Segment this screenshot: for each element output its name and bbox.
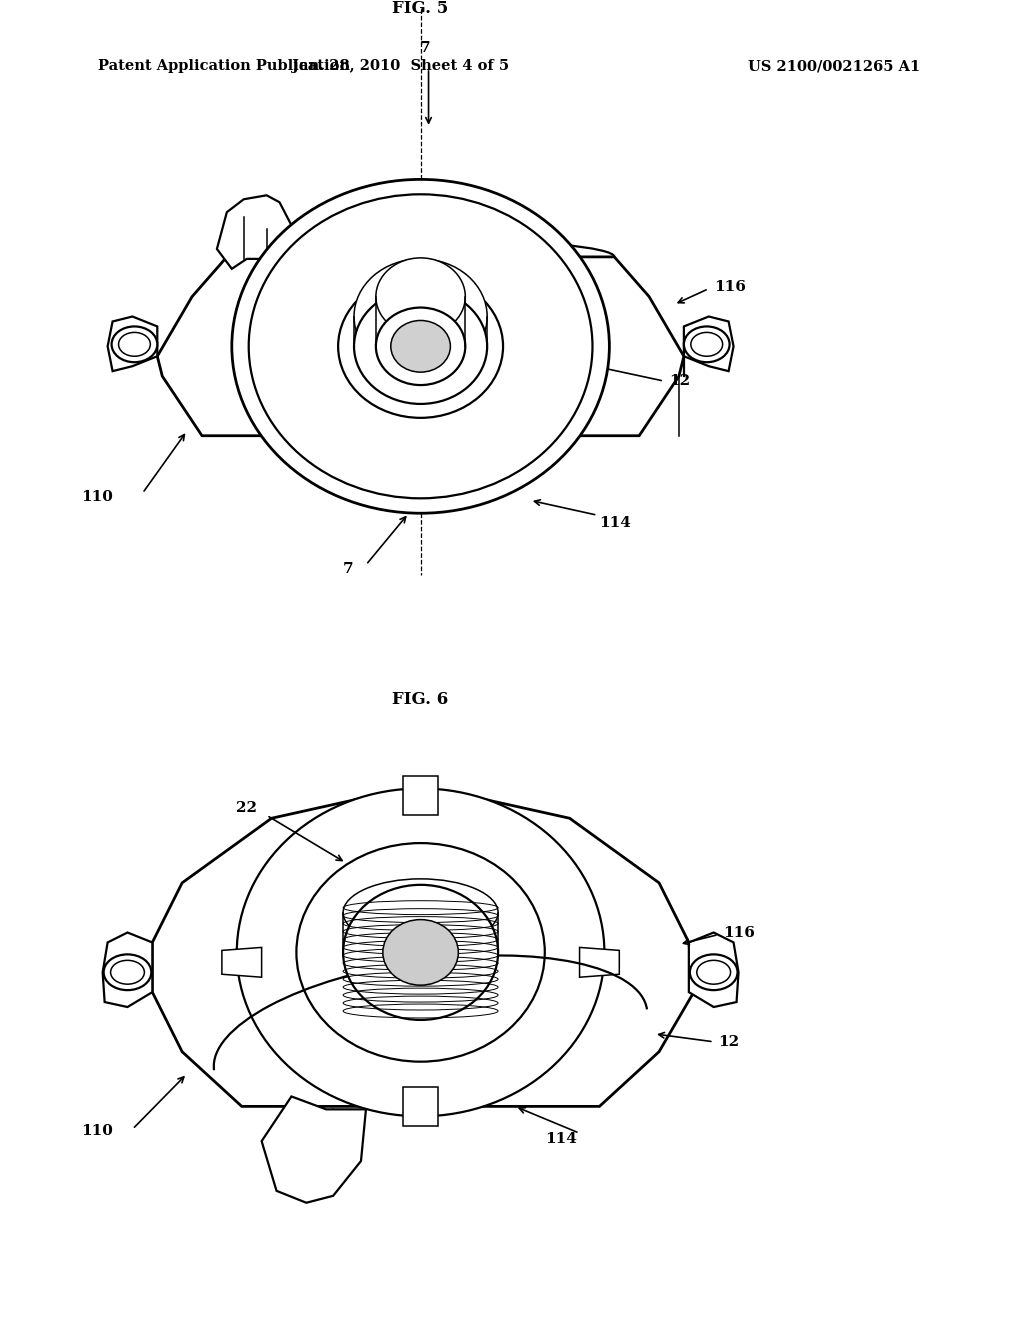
Text: 114: 114 <box>545 1133 577 1146</box>
Text: 114: 114 <box>599 516 632 531</box>
Ellipse shape <box>103 954 152 990</box>
Polygon shape <box>222 948 261 977</box>
Text: US 2100/0021265 A1: US 2100/0021265 A1 <box>749 59 921 73</box>
Text: 110: 110 <box>81 1125 113 1138</box>
Polygon shape <box>217 195 294 272</box>
Ellipse shape <box>343 884 498 1020</box>
Text: 22: 22 <box>236 801 257 816</box>
Text: 12: 12 <box>719 1035 739 1049</box>
Ellipse shape <box>383 920 459 985</box>
Ellipse shape <box>376 257 465 335</box>
Polygon shape <box>261 1097 366 1203</box>
Ellipse shape <box>354 289 487 404</box>
Text: Patent Application Publication: Patent Application Publication <box>97 59 349 73</box>
Ellipse shape <box>391 321 451 372</box>
Ellipse shape <box>119 333 151 356</box>
Polygon shape <box>580 948 620 977</box>
Text: 116: 116 <box>724 925 756 940</box>
Ellipse shape <box>690 954 737 990</box>
Ellipse shape <box>111 961 144 985</box>
Ellipse shape <box>343 879 498 946</box>
Text: 7: 7 <box>342 562 353 576</box>
Ellipse shape <box>249 194 593 499</box>
Polygon shape <box>402 1086 438 1126</box>
Text: FIG. 6: FIG. 6 <box>392 690 449 708</box>
Polygon shape <box>402 776 438 816</box>
Ellipse shape <box>296 843 545 1061</box>
Text: 7: 7 <box>420 41 431 55</box>
Ellipse shape <box>354 259 487 374</box>
Text: Jan. 28, 2010  Sheet 4 of 5: Jan. 28, 2010 Sheet 4 of 5 <box>292 59 509 73</box>
Ellipse shape <box>376 308 465 385</box>
Text: 110: 110 <box>81 490 113 504</box>
Polygon shape <box>108 317 158 371</box>
Polygon shape <box>689 932 738 1007</box>
Ellipse shape <box>231 180 609 513</box>
Polygon shape <box>153 793 694 1106</box>
Ellipse shape <box>237 788 604 1117</box>
Ellipse shape <box>338 275 503 418</box>
Polygon shape <box>158 257 684 436</box>
Text: 116: 116 <box>714 280 745 293</box>
Ellipse shape <box>112 326 158 362</box>
Ellipse shape <box>696 961 730 985</box>
Polygon shape <box>684 317 733 371</box>
Text: FIG. 5: FIG. 5 <box>392 0 449 17</box>
Ellipse shape <box>684 326 729 362</box>
Text: 12: 12 <box>669 374 690 388</box>
Ellipse shape <box>691 333 723 356</box>
Polygon shape <box>102 932 153 1007</box>
Text: 120: 120 <box>351 370 383 383</box>
